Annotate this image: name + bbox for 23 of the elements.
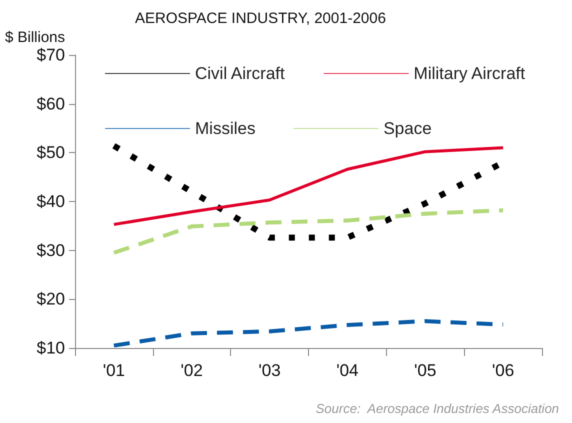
x-tick-label: '03 [258,361,281,380]
y-tick-label: $30 [36,240,65,260]
legend-label: Missiles [195,119,256,138]
y-tick-label: $40 [36,192,65,211]
y-axis-title: $ Billions [5,29,66,46]
y-tick-label: $50 [36,143,65,162]
line-series [112,146,505,226]
line-series [112,208,506,255]
x-tick-label: '04 [336,361,358,380]
y-tick-label: $60 [36,94,65,114]
x-tick-label: '01 [102,361,125,380]
legend-label: Military Aircraft [414,64,526,83]
y-tick-label: $10 [36,338,65,358]
legend-label: Civil Aircraft [195,64,286,83]
x-tick-label: '06 [492,361,514,380]
chart-title: AEROSPACE INDUSTRY, 2001-2006 [135,10,386,27]
source-note: Source: Aerospace Industries Association [316,401,560,416]
y-tick-label: $20 [36,290,65,309]
x-tick-label: '05 [414,361,436,380]
legend-label: Space [383,119,432,138]
y-tick-label: $70 [36,46,65,64]
x-tick-label: '02 [180,361,203,380]
line-series [112,319,506,348]
